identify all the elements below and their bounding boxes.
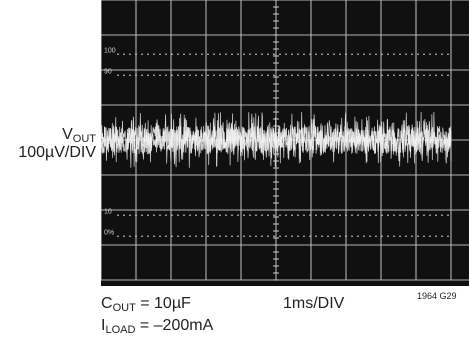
reference-mark-label: 10 xyxy=(104,208,112,215)
scope-plot: 100 90 10 0% xyxy=(101,0,469,281)
reference-mark-label: 100 xyxy=(104,47,116,54)
noise-trace xyxy=(101,111,452,168)
condition-iload: ILOAD = –200mA xyxy=(101,317,214,336)
noise-trace-path xyxy=(101,124,452,155)
figure-id: 1964 G29 xyxy=(417,291,457,301)
x-axis-label: 1ms/DIV xyxy=(283,295,345,312)
reference-mark-label: 0% xyxy=(104,229,114,236)
y-axis-label: VOUT 100µV/DIV xyxy=(0,127,96,161)
reference-mark-label: 90 xyxy=(104,68,112,75)
vertical-scale: 100µV/DIV xyxy=(18,144,96,161)
condition-cout: COUT = 10µF xyxy=(101,295,191,314)
oscilloscope-screen: 100 90 10 0% xyxy=(101,0,469,286)
reference-marks: 100 90 10 0% xyxy=(104,47,451,237)
vout-signal-name: VOUT xyxy=(62,126,96,145)
